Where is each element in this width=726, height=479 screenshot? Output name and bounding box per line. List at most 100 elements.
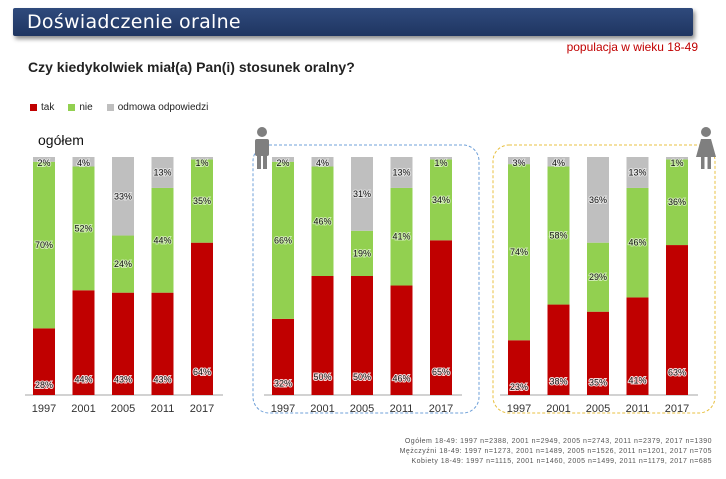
bar-kobiety-2011-odmowa odpowiedzi <box>626 157 649 188</box>
bar-ogółem-2001-tak <box>72 290 95 395</box>
data-label-kobiety-2011-nie: 46% <box>628 238 646 248</box>
legend-label-odmowa: odmowa odpowiedzi <box>117 102 209 113</box>
bar-mężczyźni-1997-tak <box>272 318 294 395</box>
data-label-mężczyźni-1997-odmowa odpowiedzi: 2% <box>276 158 289 168</box>
legend-label-tak: tak <box>41 102 55 113</box>
x-tick-ogółem-2005: 2005 <box>111 403 135 415</box>
data-label-mężczyźni-2001-tak: 50% <box>313 372 331 382</box>
footnote-women: Kobiety 18-49: 1997 n=1115, 2001 n=1460,… <box>411 458 712 465</box>
bar-mężczyźni-2011-nie <box>390 187 413 286</box>
bar-mężczyźni-2005-tak <box>351 276 373 395</box>
x-tick-kobiety-2017: 2017 <box>665 403 689 415</box>
data-label-mężczyźni-1997-nie: 66% <box>274 235 292 245</box>
bar-mężczyźni-1997-odmowa odpowiedzi <box>272 157 294 162</box>
legend-label-nie: nie <box>79 102 93 113</box>
bar-kobiety-2001-tak <box>547 304 570 395</box>
bar-mężczyźni-2001-odmowa odpowiedzi <box>311 157 334 167</box>
bar-ogółem-1997-odmowa odpowiedzi <box>33 157 55 162</box>
bar-kobiety-2001-nie <box>547 166 570 305</box>
bar-mężczyźni-2001-tak <box>311 276 334 395</box>
data-label-mężczyźni-2001-nie: 46% <box>313 216 331 226</box>
data-label-ogółem-2001-tak: 44% <box>74 374 92 384</box>
bar-mężczyźni-2017-nie <box>430 159 452 241</box>
bar-kobiety-2001-odmowa odpowiedzi <box>547 157 570 167</box>
title-bar: Doświadczenie oralne <box>13 8 693 36</box>
legend: tak nie odmowa odpowiedzi <box>30 102 208 113</box>
x-tick-mężczyźni-2001: 2001 <box>310 403 334 415</box>
data-label-ogółem-2011-tak: 43% <box>153 375 171 385</box>
men-group-frame <box>252 144 480 414</box>
bar-mężczyźni-2011-odmowa odpowiedzi <box>390 157 413 188</box>
bar-ogółem-2005-nie <box>112 235 134 293</box>
bar-ogółem-2005-tak <box>112 292 134 395</box>
bar-ogółem-2005-odmowa odpowiedzi <box>112 157 134 236</box>
x-tick-mężczyźni-2005: 2005 <box>350 403 374 415</box>
bar-ogółem-1997-nie <box>33 161 55 329</box>
bar-ogółem-2017-tak <box>191 242 213 395</box>
male-icon <box>255 127 269 169</box>
data-label-kobiety-2005-tak: 35% <box>589 378 607 388</box>
bar-ogółem-2001-odmowa odpowiedzi <box>72 157 95 167</box>
data-label-kobiety-1997-odmowa odpowiedzi: 3% <box>512 158 525 168</box>
data-label-kobiety-2001-tak: 38% <box>549 376 567 386</box>
footnote-men: Mężczyźni 18-49: 1997 n=1273, 2001 n=148… <box>399 448 712 455</box>
data-label-ogółem-1997-tak: 28% <box>35 380 53 390</box>
data-label-ogółem-2017-odmowa odpowiedzi: 1% <box>195 158 208 168</box>
data-label-ogółem-1997-nie: 70% <box>35 240 53 250</box>
bar-kobiety-2005-tak <box>587 311 609 395</box>
population-note: populacja w wieku 18-49 <box>566 40 698 54</box>
data-label-mężczyźni-2011-odmowa odpowiedzi: 13% <box>392 167 410 177</box>
bar-ogółem-2011-tak <box>151 292 174 395</box>
bar-kobiety-1997-tak <box>508 340 530 395</box>
bar-mężczyźni-2005-nie <box>351 230 373 276</box>
data-label-ogółem-1997-odmowa odpowiedzi: 2% <box>37 158 50 168</box>
x-tick-ogółem-1997: 1997 <box>32 403 56 415</box>
data-label-kobiety-2011-tak: 41% <box>628 375 646 385</box>
legend-swatch-nie <box>68 104 76 111</box>
bar-mężczyźni-2011-tak <box>390 285 413 395</box>
bar-kobiety-2011-nie <box>626 187 649 298</box>
x-tick-mężczyźni-1997: 1997 <box>271 403 295 415</box>
data-label-kobiety-1997-nie: 74% <box>510 247 528 257</box>
x-tick-kobiety-2001: 2001 <box>546 403 570 415</box>
data-label-kobiety-2017-nie: 36% <box>668 197 686 207</box>
bar-kobiety-2017-tak <box>666 245 688 395</box>
x-tick-ogółem-2011: 2011 <box>151 403 175 415</box>
bar-ogółem-2011-nie <box>151 187 174 293</box>
legend-swatch-odmowa <box>106 104 114 111</box>
legend-swatch-tak <box>30 104 37 111</box>
x-tick-ogółem-2017: 2017 <box>190 403 214 415</box>
bar-mężczyźni-2017-odmowa odpowiedzi <box>430 157 452 160</box>
sample-size-footnote: Ogółem 18-49: 1997 n=2388, 2001 n=2949, … <box>400 437 712 467</box>
bar-ogółem-2017-odmowa odpowiedzi <box>191 157 213 160</box>
data-label-mężczyźni-2011-nie: 41% <box>392 232 410 242</box>
bar-ogółem-2011-odmowa odpowiedzi <box>151 157 174 188</box>
bar-mężczyźni-2001-nie <box>311 166 334 276</box>
bar-mężczyźni-2017-tak <box>430 240 452 395</box>
data-label-mężczyźni-2017-odmowa odpowiedzi: 1% <box>434 158 447 168</box>
data-label-mężczyźni-2017-nie: 34% <box>432 195 450 205</box>
data-label-kobiety-2001-odmowa odpowiedzi: 4% <box>552 158 565 168</box>
data-label-mężczyźni-2017-tak: 65% <box>432 367 450 377</box>
data-label-ogółem-2001-nie: 52% <box>74 223 92 233</box>
data-label-ogółem-2005-tak: 43% <box>114 375 132 385</box>
data-label-kobiety-2017-tak: 63% <box>668 368 686 378</box>
x-tick-mężczyźni-2017: 2017 <box>429 403 453 415</box>
data-label-kobiety-2001-nie: 58% <box>549 231 567 241</box>
data-label-mężczyźni-2005-tak: 50% <box>353 372 371 382</box>
x-tick-mężczyźni-2011: 2011 <box>390 403 414 415</box>
women-group-frame <box>492 144 716 414</box>
x-tick-kobiety-2011: 2011 <box>626 403 650 415</box>
data-label-ogółem-2017-nie: 35% <box>193 196 211 206</box>
x-tick-kobiety-2005: 2005 <box>586 403 610 415</box>
data-label-mężczyźni-1997-tak: 32% <box>274 379 292 389</box>
footnote-total: Ogółem 18-49: 1997 n=2388, 2001 n=2949, … <box>404 438 712 445</box>
female-icon <box>696 127 716 169</box>
data-label-mężczyźni-2001-odmowa odpowiedzi: 4% <box>316 158 329 168</box>
bar-kobiety-2005-nie <box>587 242 609 312</box>
legend-item-odmowa: odmowa odpowiedzi <box>106 102 209 113</box>
page-title: Doświadczenie oralne <box>27 11 241 33</box>
data-label-ogółem-2011-odmowa odpowiedzi: 13% <box>153 167 171 177</box>
bar-kobiety-2017-nie <box>666 159 688 246</box>
